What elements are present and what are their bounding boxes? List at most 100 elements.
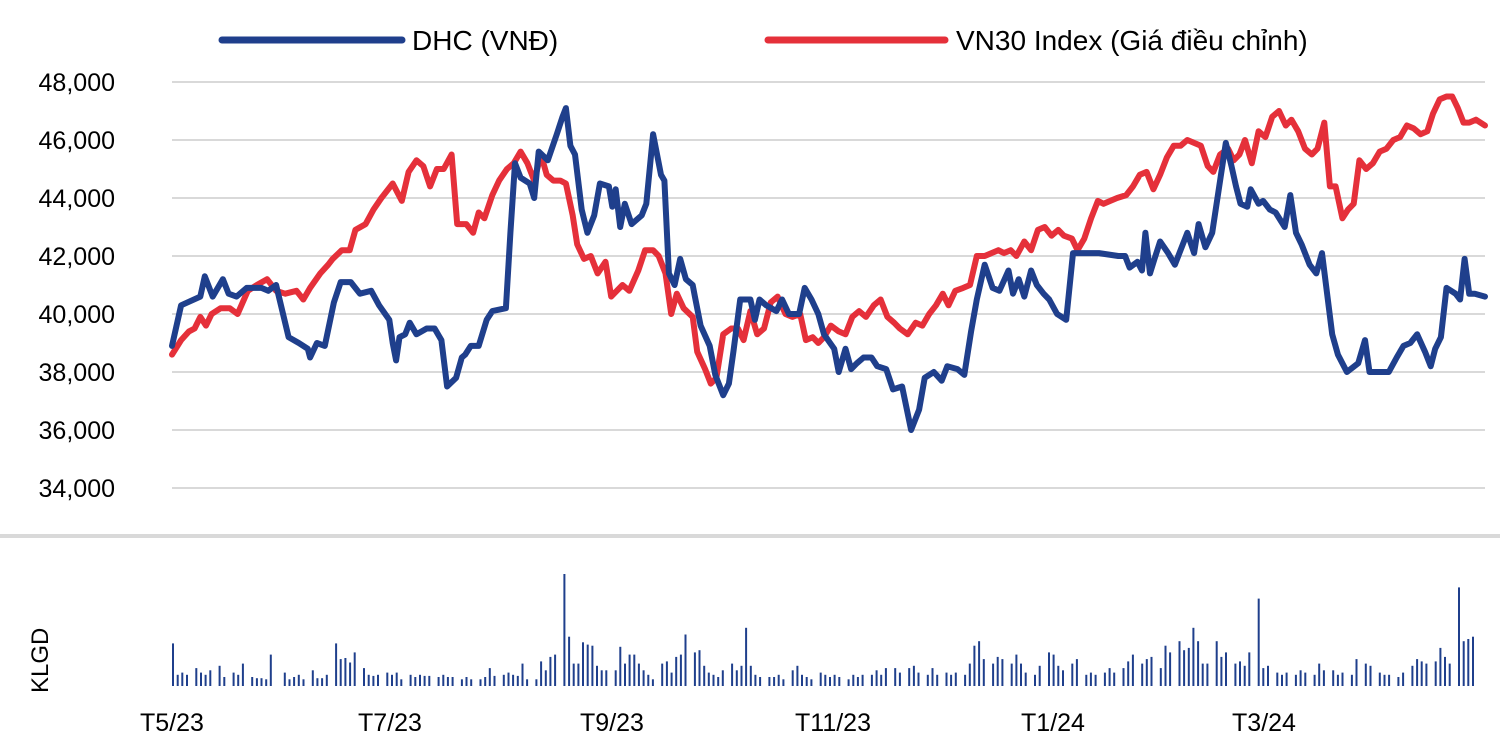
x-tick-label: T3/24 — [1232, 709, 1296, 737]
volume-bar — [1206, 663, 1209, 686]
volume-bar — [1341, 672, 1344, 686]
volume-bar — [1243, 665, 1246, 686]
volume-bar — [1015, 654, 1018, 686]
volume-bar — [283, 672, 286, 686]
volume-bar — [526, 679, 529, 686]
volume-bar — [311, 670, 314, 686]
y-axis-tick-labels: 48,000 46,000 44,000 42,000 40,000 38,000 36,0… — [39, 69, 115, 503]
volume-bar — [1192, 627, 1195, 686]
volume-bar — [1197, 641, 1200, 686]
y-tick-label: 38,000 — [39, 359, 115, 387]
volume-bar — [335, 643, 338, 686]
y-tick-label: 40,000 — [39, 301, 115, 329]
volume-bar — [670, 672, 673, 686]
volume-bar — [419, 674, 421, 686]
volume-bar — [1057, 665, 1060, 686]
volume-bar — [563, 574, 566, 686]
volume-bar — [600, 670, 603, 686]
volume-bar — [810, 679, 813, 686]
volume-bar — [847, 679, 850, 686]
volume-bar — [908, 668, 911, 686]
volume-bar — [521, 663, 524, 686]
volume-bar — [1336, 674, 1339, 686]
volume-bar — [1048, 652, 1050, 686]
volume-bar — [1178, 641, 1181, 686]
volume-bar — [870, 674, 873, 686]
volume-bar — [1183, 650, 1186, 686]
volume-bar — [195, 668, 198, 686]
volume-bar — [1201, 663, 1204, 686]
volume-bar — [1001, 659, 1004, 686]
volume-bar — [838, 677, 841, 686]
volume-bar — [535, 679, 538, 686]
volume-bar — [982, 659, 985, 686]
volume-bar — [288, 679, 291, 686]
volume-bar — [992, 663, 995, 686]
x-axis-tick-labels: T5/23 T7/23 T9/23 T11/23 T1/24 T3/24 — [140, 709, 1296, 737]
volume-bar — [665, 661, 668, 686]
volume-bar — [512, 674, 515, 686]
volume-bar — [875, 670, 878, 686]
volume-bar — [223, 677, 226, 686]
volume-bars — [172, 574, 1474, 686]
volume-bar — [516, 675, 519, 686]
volume-bar — [1281, 674, 1283, 686]
x-tick-label: T7/23 — [358, 709, 422, 737]
volume-bar — [791, 670, 794, 686]
volume-bar — [1472, 636, 1474, 686]
volume-bar — [1439, 647, 1442, 686]
volume-bar — [1220, 656, 1223, 686]
volume-bar — [255, 678, 258, 686]
x-tick-label: T9/23 — [580, 709, 644, 737]
volume-bar — [973, 645, 976, 686]
volume-bar — [964, 674, 967, 686]
volume-bar — [302, 679, 305, 686]
volume-bar — [507, 672, 510, 686]
volume-bar — [679, 654, 682, 686]
volume-bar — [1262, 668, 1265, 686]
volume-bar — [460, 679, 463, 686]
volume-bar — [777, 674, 780, 686]
volume-bar — [1294, 674, 1297, 686]
gridlines — [172, 81, 1485, 489]
volume-bar — [325, 674, 328, 686]
volume-bar — [796, 665, 799, 686]
volume-bar — [493, 675, 496, 686]
volume-bar — [945, 672, 948, 686]
volume-bar — [400, 679, 403, 686]
volume-bar — [1462, 641, 1465, 686]
volume-bar — [339, 659, 342, 686]
volume-bar — [428, 675, 431, 686]
volume-bar — [619, 646, 622, 686]
volume-bar — [759, 677, 762, 686]
volume-bar — [1010, 663, 1013, 686]
volume-bar — [540, 661, 543, 686]
volume-bar — [1378, 672, 1381, 686]
volume-bar — [1304, 672, 1307, 686]
volume-bar — [707, 672, 710, 686]
volume-bar — [1164, 645, 1167, 686]
volume-bar — [409, 674, 412, 686]
volume-bar — [544, 670, 547, 686]
volume-bar — [1131, 654, 1134, 686]
volume-bar — [391, 674, 393, 686]
volume-bar — [1411, 665, 1414, 686]
volume-bar — [596, 665, 598, 686]
volume-bar — [1318, 663, 1321, 686]
volume-bar — [898, 672, 901, 686]
volume-bar — [479, 679, 482, 686]
volume-bar — [605, 670, 608, 686]
volume-bar — [852, 674, 855, 686]
volume-bar — [321, 678, 324, 686]
volume-bar — [265, 679, 268, 686]
volume-bar — [1141, 663, 1144, 686]
volume-bar — [1234, 663, 1237, 686]
volume-bar — [880, 674, 883, 686]
volume-bar — [1299, 670, 1302, 686]
volume-bar — [1094, 674, 1097, 686]
volume-bar — [661, 663, 664, 686]
volume-bar — [936, 674, 939, 686]
volume-bar — [502, 674, 505, 686]
volume-bar — [1248, 652, 1251, 686]
